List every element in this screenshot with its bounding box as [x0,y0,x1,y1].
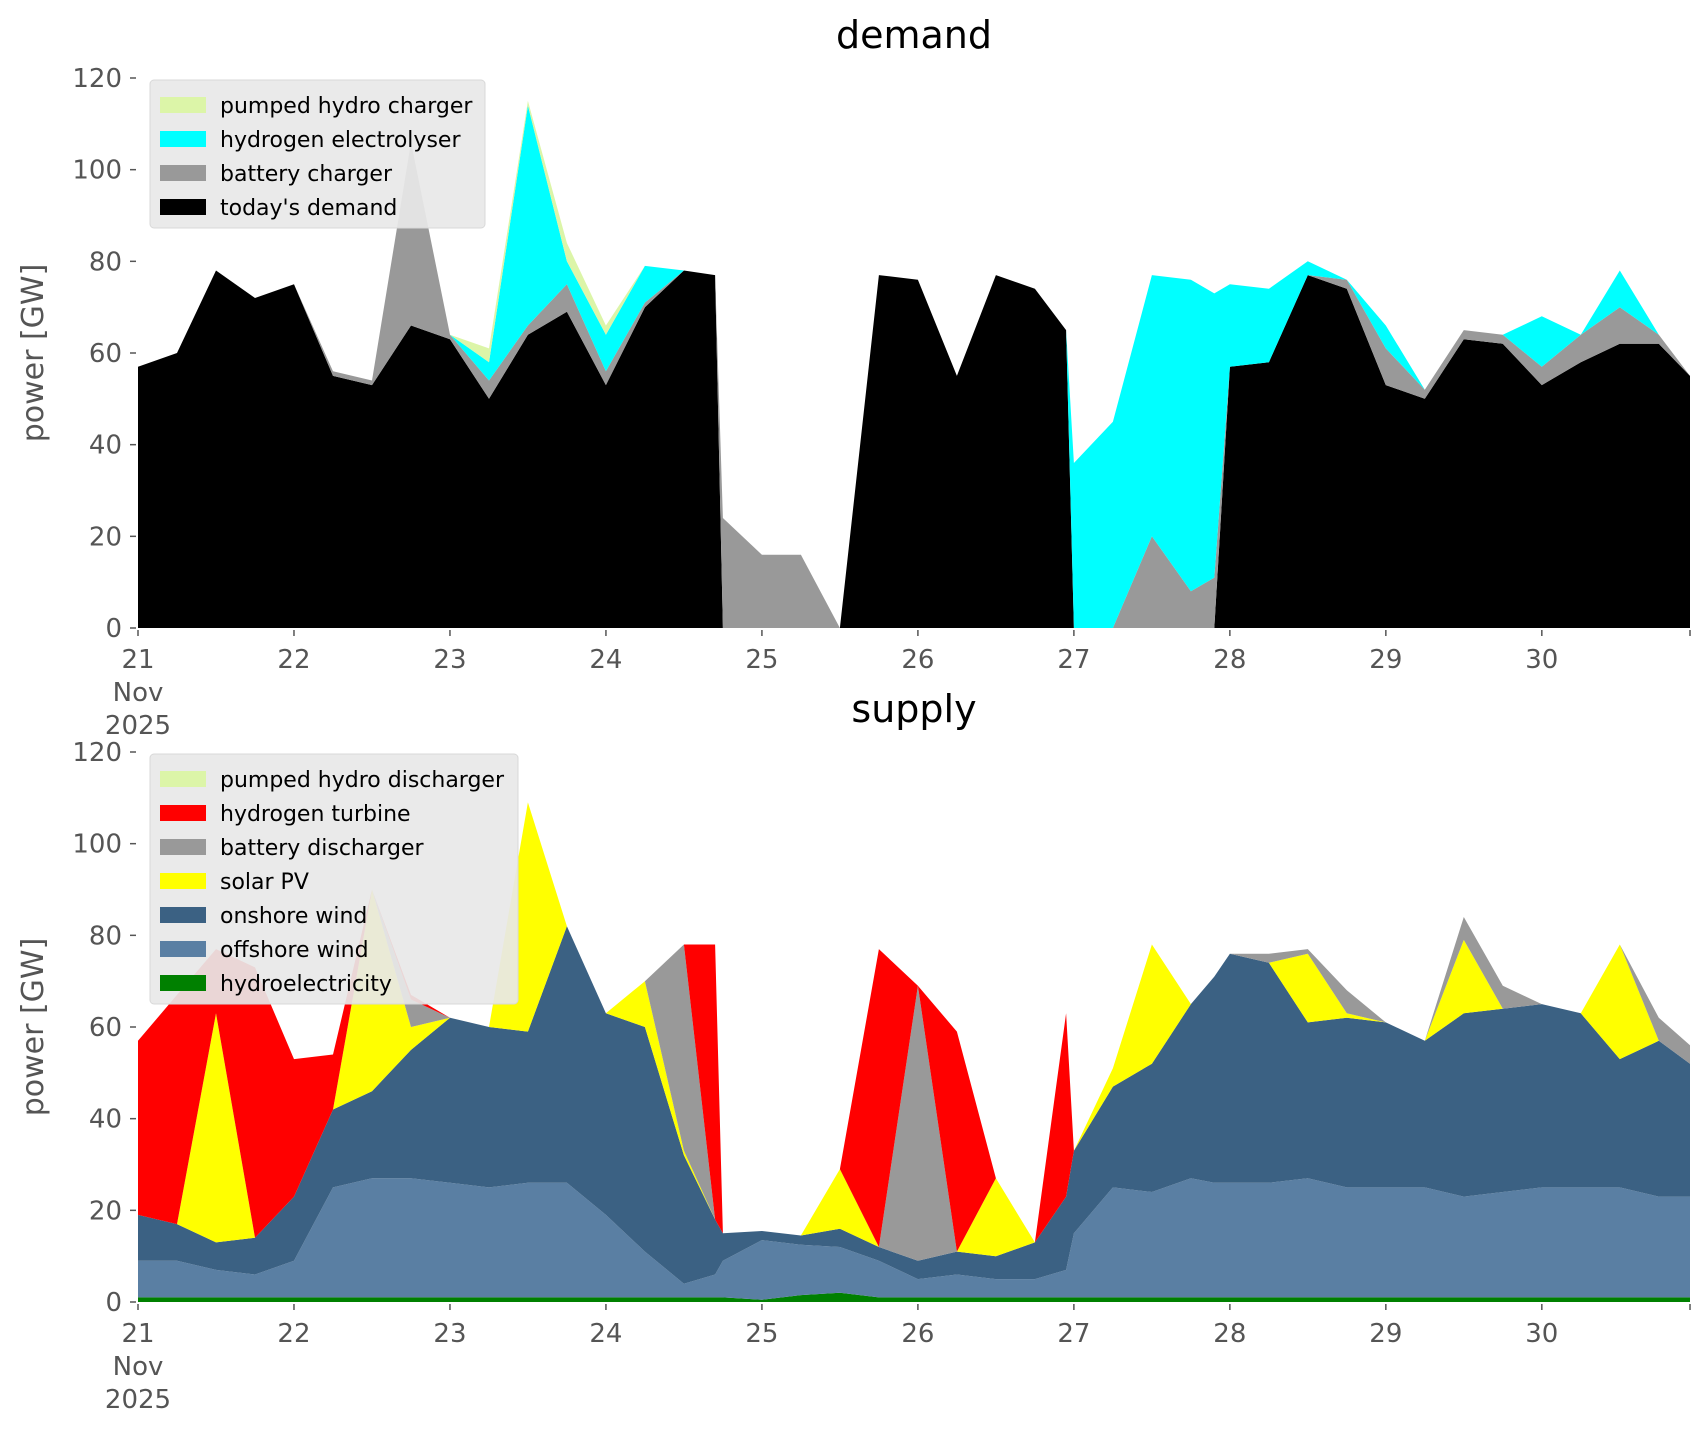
y-tick-label: 120 [72,64,122,94]
legend-label: battery discharger [220,836,425,861]
legend-label: hydrogen electrolyser [220,128,461,153]
legend-swatch [160,873,206,889]
x-tick-label: 2025 [105,711,171,741]
y-tick-label: 60 [89,1013,122,1043]
y-tick-label: 40 [89,431,122,461]
x-tick-label: 23 [433,645,466,675]
x-tick-label: 26 [901,645,934,675]
y-axis-label: power [GW] [16,938,51,1117]
legend-swatch [160,199,206,215]
legend-box [149,753,519,1005]
legend-label: pumped hydro discharger [220,768,505,793]
area-today-s-demand [138,270,1690,628]
y-tick-label: 100 [72,830,122,860]
x-tick-label: 25 [745,645,778,675]
x-tick-label: 23 [433,1319,466,1349]
legend-label: today's demand [220,196,397,221]
y-tick-label: 40 [89,1105,122,1135]
legend-swatch [160,97,206,113]
x-tick-label: 29 [1369,1319,1402,1349]
x-tick-label: 24 [589,1319,622,1349]
legend-label: battery charger [220,162,393,187]
x-tick-label: 22 [277,1319,310,1349]
y-tick-label: 80 [89,247,122,277]
x-tick-label: Nov [113,1352,164,1382]
legend-swatch [160,839,206,855]
legend: pumped hydro discharger hydrogen turbine b… [149,753,519,1005]
legend-swatch [160,805,206,821]
legend-label: pumped hydro charger [220,94,473,119]
x-tick-label: 27 [1057,1319,1090,1349]
legend-swatch [160,941,206,957]
y-tick-label: 80 [89,921,122,951]
legend-swatch [160,165,206,181]
area-onshore-wind [138,926,1690,1284]
legend-swatch [160,771,206,787]
x-tick-label: Nov [113,678,164,708]
y-tick-label: 20 [89,1196,122,1226]
y-tick-label: 120 [72,738,122,768]
legend-label: offshore wind [220,938,369,963]
legend-swatch [160,975,206,991]
y-tick-label: 0 [105,614,122,644]
x-tick-label: 2025 [105,1385,171,1415]
legend-label: onshore wind [220,904,367,929]
x-tick-label: 25 [745,1319,778,1349]
chart-title: supply [851,687,976,731]
legend-swatch [160,131,206,147]
x-tick-label: 30 [1525,1319,1558,1349]
legend-label: hydroelectricity [220,972,392,997]
y-axis-label: power [GW] [16,264,51,443]
y-tick-label: 60 [89,339,122,369]
x-tick-label: 30 [1525,645,1558,675]
area-hydrogen-electrolyser [138,105,1690,628]
area-solar-pv [138,802,1690,1261]
x-tick-label: 22 [277,645,310,675]
legend-box [149,79,486,229]
legend: pumped hydro charger hydrogen electrolyse… [149,79,486,229]
x-tick-label: 27 [1057,645,1090,675]
area-battery-discharger [138,802,1690,1261]
x-tick-label: 26 [901,1319,934,1349]
legend-label: hydrogen turbine [220,802,411,827]
legend-label: solar PV [220,870,309,895]
x-tick-label: 28 [1213,645,1246,675]
x-tick-label: 24 [589,645,622,675]
y-tick-label: 0 [105,1288,122,1318]
area-offshore-wind [138,1178,1690,1300]
legend-swatch [160,907,206,923]
x-tick-label: 21 [121,1319,154,1349]
x-tick-label: 29 [1369,645,1402,675]
chart-title: demand [836,13,992,57]
y-tick-label: 100 [72,156,122,186]
x-tick-label: 21 [121,645,154,675]
y-tick-label: 20 [89,522,122,552]
x-tick-label: 28 [1213,1319,1246,1349]
demand-panel: demand power [GW] 0 20 40 60 80 100 120 21Nov2025… [16,13,1691,741]
